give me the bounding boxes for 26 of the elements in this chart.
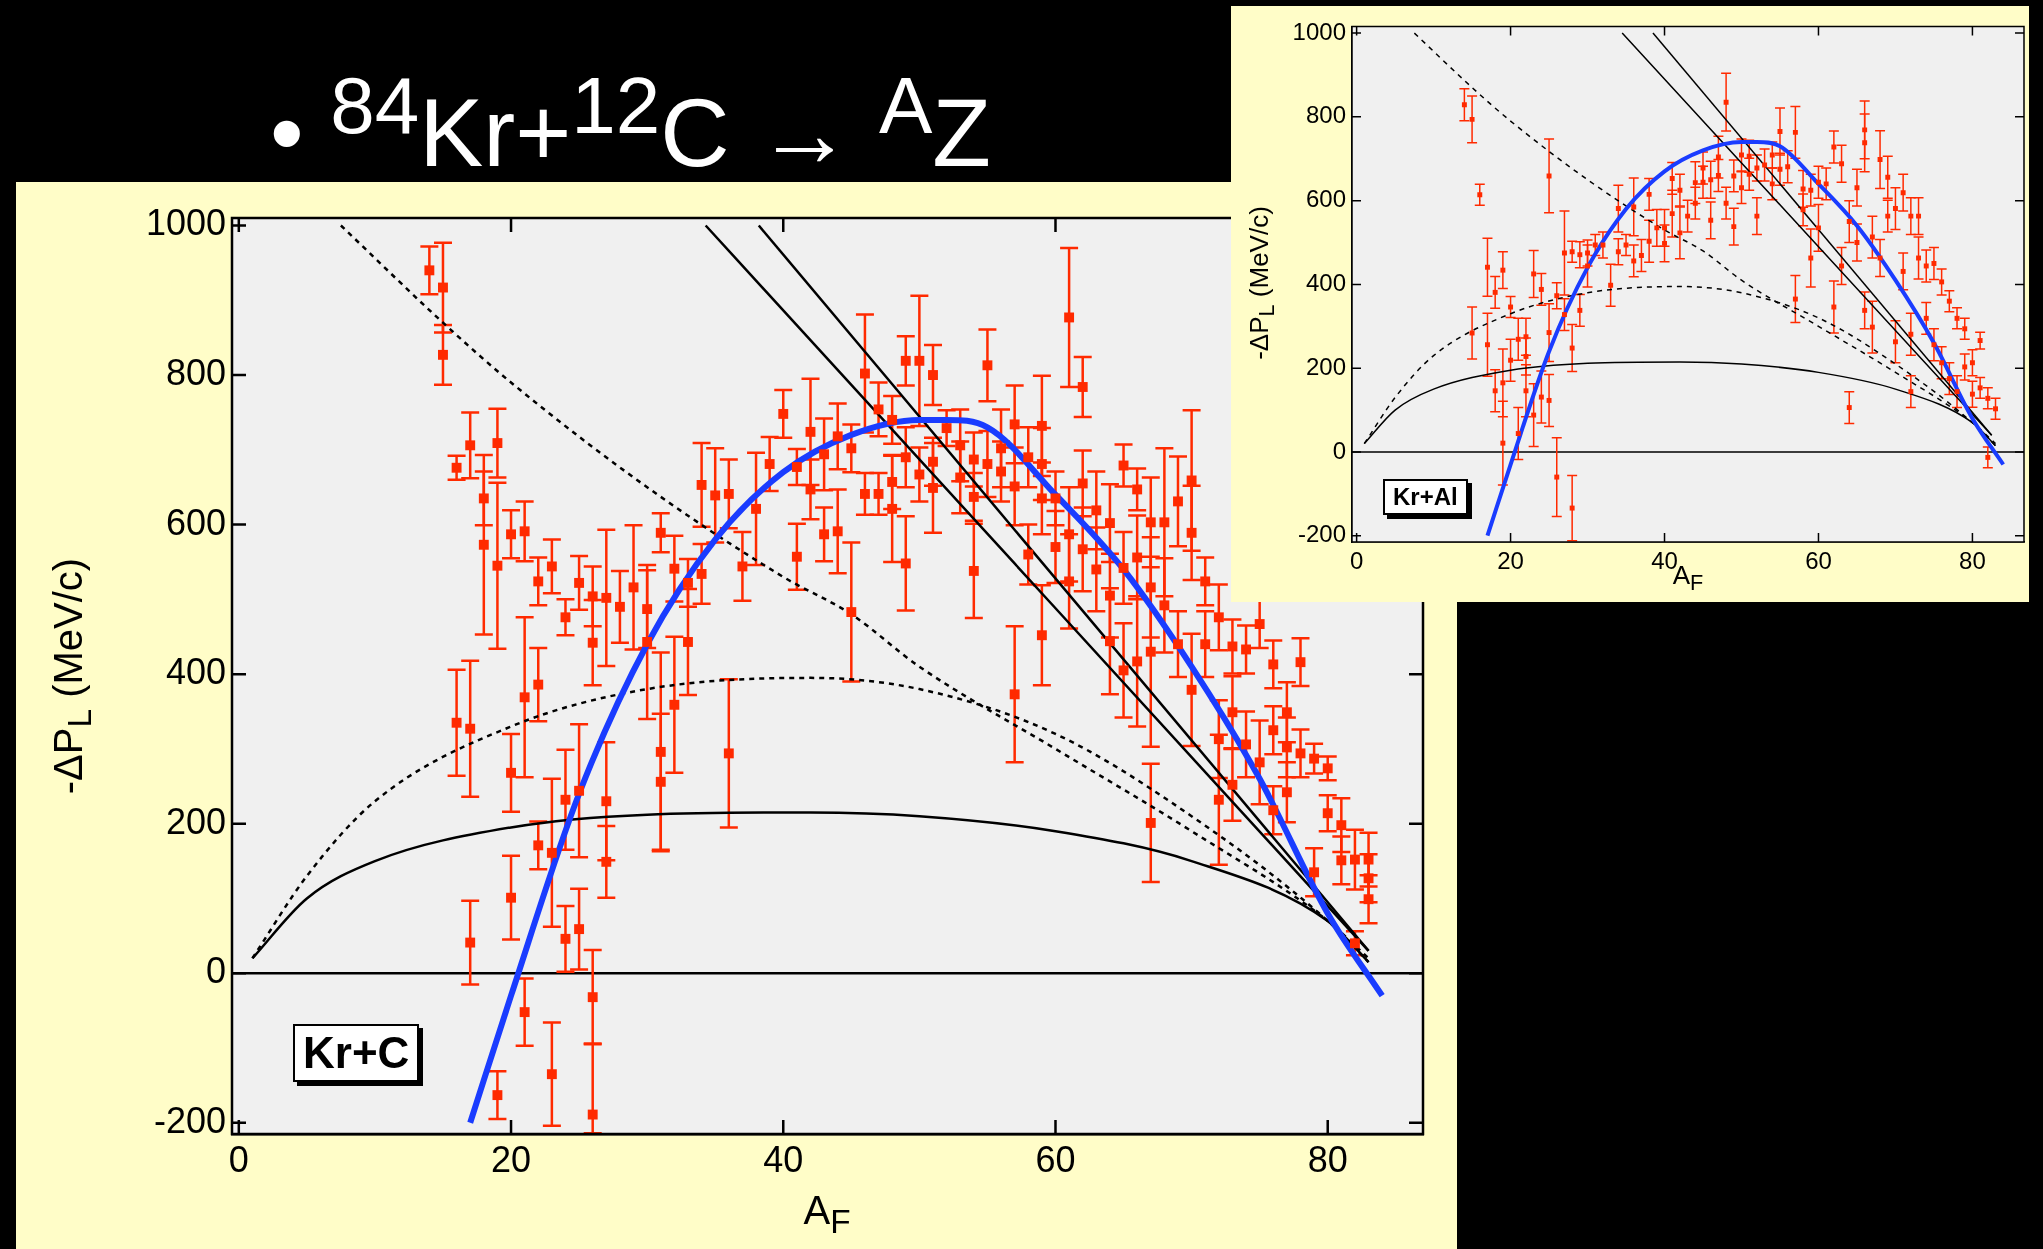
chart-title: • $^{84}$Kr+$^{12}$C → $^{A}$Z xyxy=(270,60,991,188)
y-tick-label: 600 xyxy=(1305,185,1346,213)
y-tick-label: 400 xyxy=(1305,269,1346,297)
y-tick-label: 800 xyxy=(1305,101,1346,129)
annotation: Kr+C xyxy=(293,1024,420,1082)
x-tick-label: 60 xyxy=(1035,1138,1076,1180)
y-tick-label: 1000 xyxy=(1292,17,1346,45)
y-tick-label: 0 xyxy=(1332,436,1346,464)
x-tick-label: 60 xyxy=(1805,547,1832,575)
x-axis-title: A$_{F}$ xyxy=(803,1187,851,1241)
y-tick-label: 600 xyxy=(165,501,226,543)
y-tick-label: -200 xyxy=(153,1099,226,1141)
x-tick-label: 20 xyxy=(1497,547,1524,575)
x-tick-label: 80 xyxy=(1307,1138,1348,1180)
y-tick-label: 0 xyxy=(205,950,226,992)
y-tick-label: 1000 xyxy=(145,202,226,244)
y-tick-label: 400 xyxy=(165,651,226,693)
y-tick-label: -200 xyxy=(1297,520,1346,548)
x-tick-label: 80 xyxy=(1959,547,1986,575)
annotation: Kr+Al xyxy=(1383,479,1468,515)
y-tick-label: 200 xyxy=(165,800,226,842)
x-tick-label: 40 xyxy=(763,1138,804,1180)
y-tick-label: 200 xyxy=(1305,352,1346,380)
y-tick-label: 800 xyxy=(165,351,226,393)
x-tick-label: 0 xyxy=(1349,547,1364,575)
x-tick-label: 20 xyxy=(491,1138,532,1180)
